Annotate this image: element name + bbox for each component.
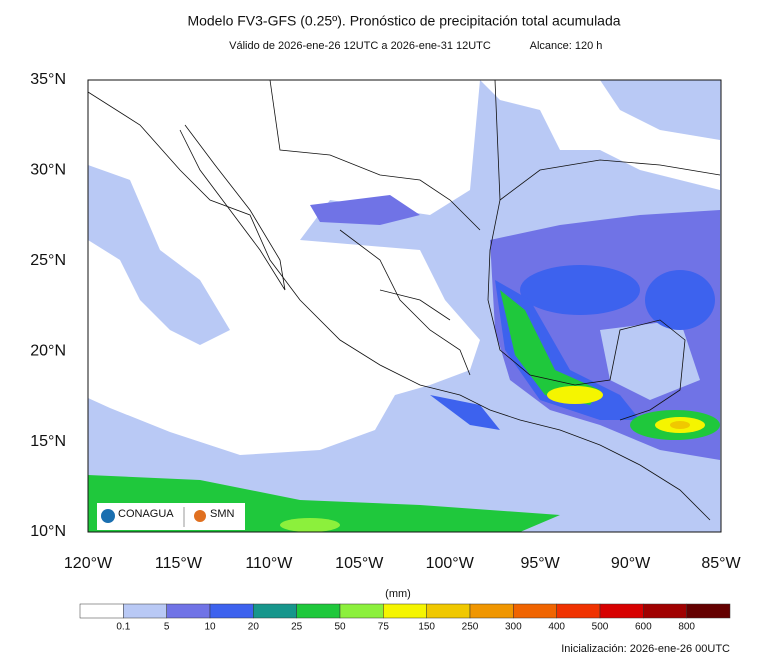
colorbar-box — [686, 603, 731, 619]
colorbar-box — [599, 603, 644, 619]
colorbar-box — [296, 603, 341, 619]
lat-label: 25°N — [30, 252, 66, 269]
colorbar-label: 10 — [204, 622, 216, 633]
colorbar-label: 150 — [418, 622, 435, 633]
logo-conagua: CONAGUA — [118, 508, 174, 520]
lon-label: 85°W — [701, 555, 741, 572]
map — [88, 80, 721, 532]
lat-label: 20°N — [30, 342, 66, 359]
colorbar-box — [166, 603, 211, 619]
lat-label: 10°N — [30, 523, 66, 540]
lon-label: 110°W — [245, 555, 293, 572]
colorbar-box — [209, 603, 254, 619]
colorbar-label: 5 — [164, 622, 170, 633]
lon-label: 115°W — [155, 555, 203, 572]
axes: 35°N 30°N 25°N 20°N 15°N 10°N 120°W 115°W 110°W 1… — [30, 71, 741, 572]
colorbar-label: 300 — [505, 622, 522, 633]
colorbar-box — [469, 603, 514, 619]
lon-label: 105°W — [335, 555, 384, 572]
colorbar-label: 600 — [635, 622, 652, 633]
colorbar-box — [79, 603, 124, 619]
colorbar-box — [123, 603, 167, 619]
colorbar-label: 0.1 — [116, 622, 130, 633]
init-time: Inicialización: 2026-ene-26 00UTC — [561, 643, 730, 655]
colorbar-label: 800 — [678, 622, 695, 633]
lon-label: 90°W — [611, 555, 651, 572]
colorbar-label: 250 — [462, 622, 479, 633]
valid-period: Válido de 2026-ene-26 12UTC a 2026-ene-3… — [229, 40, 491, 52]
colorbar-box — [556, 603, 601, 619]
lat-label: 15°N — [30, 433, 66, 450]
colorbar-box — [253, 603, 297, 619]
colorbar-label: 400 — [548, 622, 565, 633]
lon-label: 120°W — [64, 555, 113, 572]
forecast-range: Alcance: 120 h — [530, 40, 603, 52]
colorbar-label: 20 — [248, 622, 260, 633]
colorbar-label: 25 — [291, 622, 303, 633]
lat-label: 30°N — [30, 162, 66, 179]
colorbar-box — [513, 603, 557, 619]
logos: CONAGUA SMN — [97, 503, 245, 530]
map-frame — [87, 79, 722, 533]
legend-unit: (mm) — [385, 588, 411, 600]
colorbar-box — [383, 603, 427, 619]
colorbar-label: 75 — [378, 622, 390, 633]
lon-label: 100°W — [426, 555, 475, 572]
colorbar-label: 500 — [592, 622, 609, 633]
lat-label: 35°N — [30, 71, 66, 88]
colorbar: 0.1 5 10 20 25 50 75 150 250 300 400 500 600 800 — [79, 603, 731, 633]
colorbar-box — [339, 603, 384, 619]
logo-smn: SMN — [210, 508, 235, 520]
lon-label: 95°W — [520, 555, 560, 572]
colorbar-box — [643, 603, 687, 619]
colorbar-label: 50 — [334, 622, 346, 633]
title: Modelo FV3-GFS (0.25º). Pronóstico de pr… — [187, 13, 620, 29]
colorbar-box — [426, 603, 471, 619]
